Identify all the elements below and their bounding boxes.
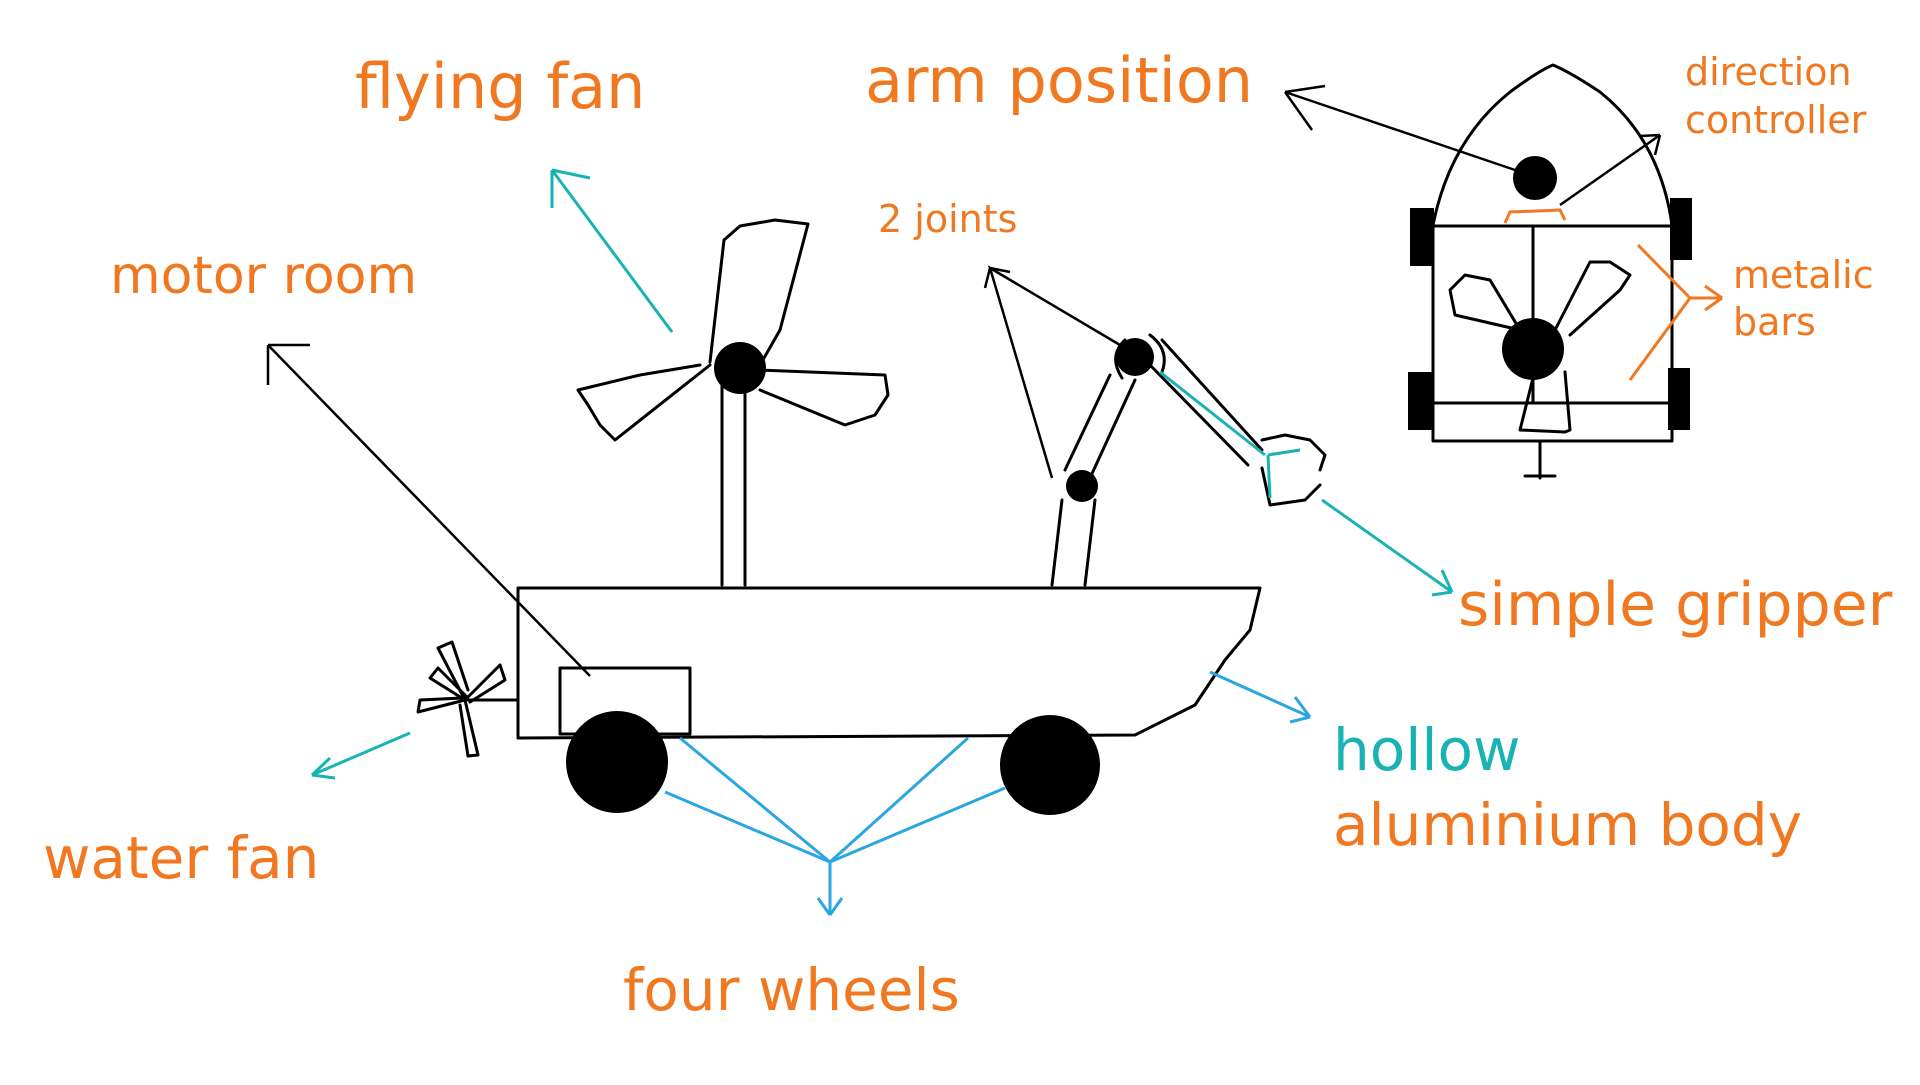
- arm-mid-segment: [1063, 373, 1137, 480]
- top-fan-hub: [1502, 318, 1564, 380]
- top-arm-dot: [1513, 156, 1557, 200]
- arm-lower-segment: [1050, 498, 1097, 587]
- top-fan-blades: [1448, 260, 1632, 434]
- label-simple-gripper: simple gripper: [1458, 570, 1893, 640]
- arrow-metalic-bars: [1628, 243, 1723, 381]
- label-direction-controller-2: controller: [1685, 98, 1867, 142]
- label-aluminium-body: aluminium body: [1333, 791, 1802, 859]
- water-fan-blades: [416, 640, 507, 758]
- fan-blade-left: [576, 363, 712, 442]
- label-water-fan: water fan: [43, 824, 319, 892]
- label-two-joints: 2 joints: [878, 197, 1017, 241]
- label-flying-fan: flying fan: [355, 50, 645, 123]
- arm-joint-upper: [1116, 338, 1154, 376]
- arrow-direction-controller: [1559, 133, 1662, 207]
- gripper-accent: [1159, 370, 1301, 499]
- water-fan-propeller: [416, 640, 520, 758]
- top-wheel-rl: [1408, 372, 1432, 430]
- label-arm-position: arm position: [865, 44, 1253, 117]
- top-wheel-fr: [1670, 198, 1692, 260]
- top-direction-controller: [1503, 208, 1567, 224]
- label-metalic-bars-1: metalic: [1733, 253, 1874, 297]
- label-motor-room: motor room: [110, 246, 417, 306]
- label-hollow: hollow: [1333, 716, 1520, 784]
- arrow-flying-fan: [550, 168, 674, 333]
- label-metalic-bars-2: bars: [1733, 300, 1816, 344]
- arrow-two-joints: [983, 265, 1121, 479]
- arrow-arm-position: [1283, 84, 1516, 172]
- labels: flying fan arm position direction contro…: [43, 44, 1893, 1024]
- side-view: [416, 218, 1327, 815]
- arrow-four-wheels: [664, 736, 1006, 916]
- fan-blade-top: [708, 218, 810, 367]
- fan-mast: [720, 368, 747, 587]
- top-rudder: [1523, 439, 1557, 480]
- top-wheel-fl: [1410, 208, 1434, 266]
- arrow-simple-gripper: [1321, 498, 1454, 597]
- wheel-front-left: [566, 711, 668, 813]
- top-hull-outline: [1431, 63, 1674, 443]
- fan-blade-right: [758, 368, 890, 427]
- arrow-motor-room: [266, 343, 591, 677]
- wheel-front-right: [1000, 715, 1100, 815]
- arrow-hollow-body: [1209, 670, 1312, 724]
- top-wheel-rr: [1668, 368, 1690, 430]
- label-four-wheels: four wheels: [623, 956, 960, 1024]
- label-direction-controller-1: direction: [1685, 50, 1852, 94]
- arm-joint-upper-ring: [1114, 333, 1166, 380]
- pointer-arrows: [266, 84, 1723, 916]
- arm-upper-segment: [1148, 338, 1264, 467]
- arm-joint-lower: [1066, 470, 1098, 502]
- top-view: [1408, 63, 1692, 480]
- arrow-water-fan: [310, 731, 411, 780]
- fan-hub: [714, 342, 766, 394]
- robotic-arm: [1050, 333, 1327, 587]
- gripper: [1260, 433, 1327, 507]
- flying-fan-rotor: [576, 218, 890, 442]
